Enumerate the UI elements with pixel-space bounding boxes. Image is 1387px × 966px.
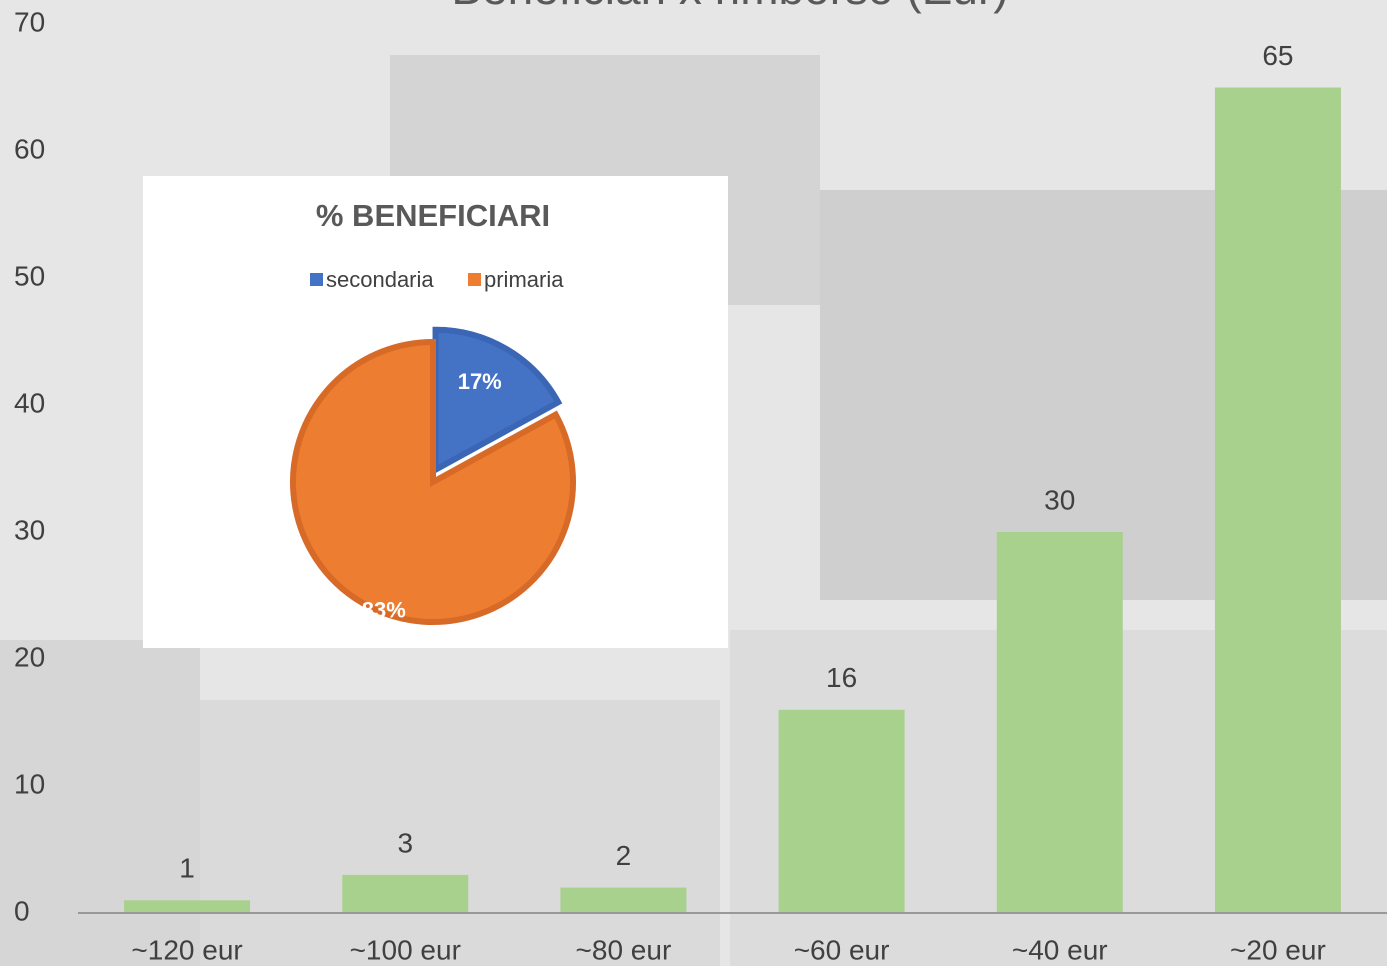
bar — [560, 887, 687, 913]
x-tick-label: ~100 eur — [350, 934, 461, 965]
pie-slice — [432, 326, 563, 475]
bar — [778, 709, 905, 913]
x-tick-label: ~120 eur — [131, 934, 242, 965]
chart-title: Beneficiari x rimborso (Eur) — [451, 0, 1008, 14]
value-label: 2 — [616, 840, 632, 871]
value-label: 3 — [397, 827, 413, 858]
value-label: 1 — [179, 853, 195, 884]
pie-slice — [290, 338, 576, 625]
value-label: 16 — [826, 662, 857, 693]
y-tick-label: 50 — [14, 260, 45, 291]
legend-swatch — [468, 273, 481, 286]
data-label: 83% — [362, 598, 406, 623]
legend-label: secondaria — [326, 267, 434, 292]
y-tick-label: 20 — [14, 641, 45, 672]
data-label: 17% — [458, 369, 502, 394]
x-tick-label: ~60 eur — [794, 934, 890, 965]
legend-swatch — [310, 273, 323, 286]
value-label: 65 — [1262, 40, 1293, 71]
y-tick-label: 60 — [14, 133, 45, 164]
x-tick-label: ~20 eur — [1230, 934, 1326, 965]
photo — [200, 700, 720, 966]
photo — [0, 640, 200, 966]
y-tick-label: 40 — [14, 387, 45, 418]
y-tick-label: 30 — [14, 514, 45, 545]
bar — [1214, 87, 1341, 913]
y-tick-label: 0 — [14, 895, 30, 926]
bar — [342, 874, 469, 913]
bar — [124, 900, 251, 913]
bar — [996, 532, 1123, 913]
y-tick-label: 70 — [14, 6, 45, 37]
x-tick-label: ~80 eur — [576, 934, 672, 965]
legend-label: primaria — [484, 267, 564, 292]
pie-title: % BENEFICIARI — [316, 198, 550, 233]
x-tick-label: ~40 eur — [1012, 934, 1108, 965]
y-tick-label: 10 — [14, 768, 45, 799]
value-label: 30 — [1044, 484, 1075, 515]
